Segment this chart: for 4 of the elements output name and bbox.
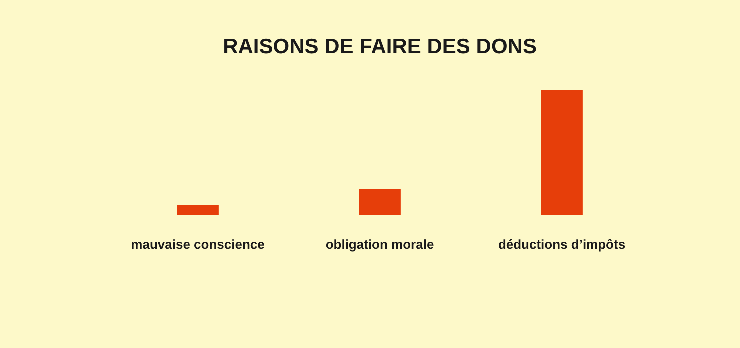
x-tick-label: mauvaise conscience: [131, 236, 265, 252]
chart-title: RAISONS DE FAIRE DES DONS: [223, 35, 537, 58]
x-tick-label: obligation morale: [326, 236, 434, 252]
x-tick-label: déductions d’impôts: [498, 236, 626, 252]
